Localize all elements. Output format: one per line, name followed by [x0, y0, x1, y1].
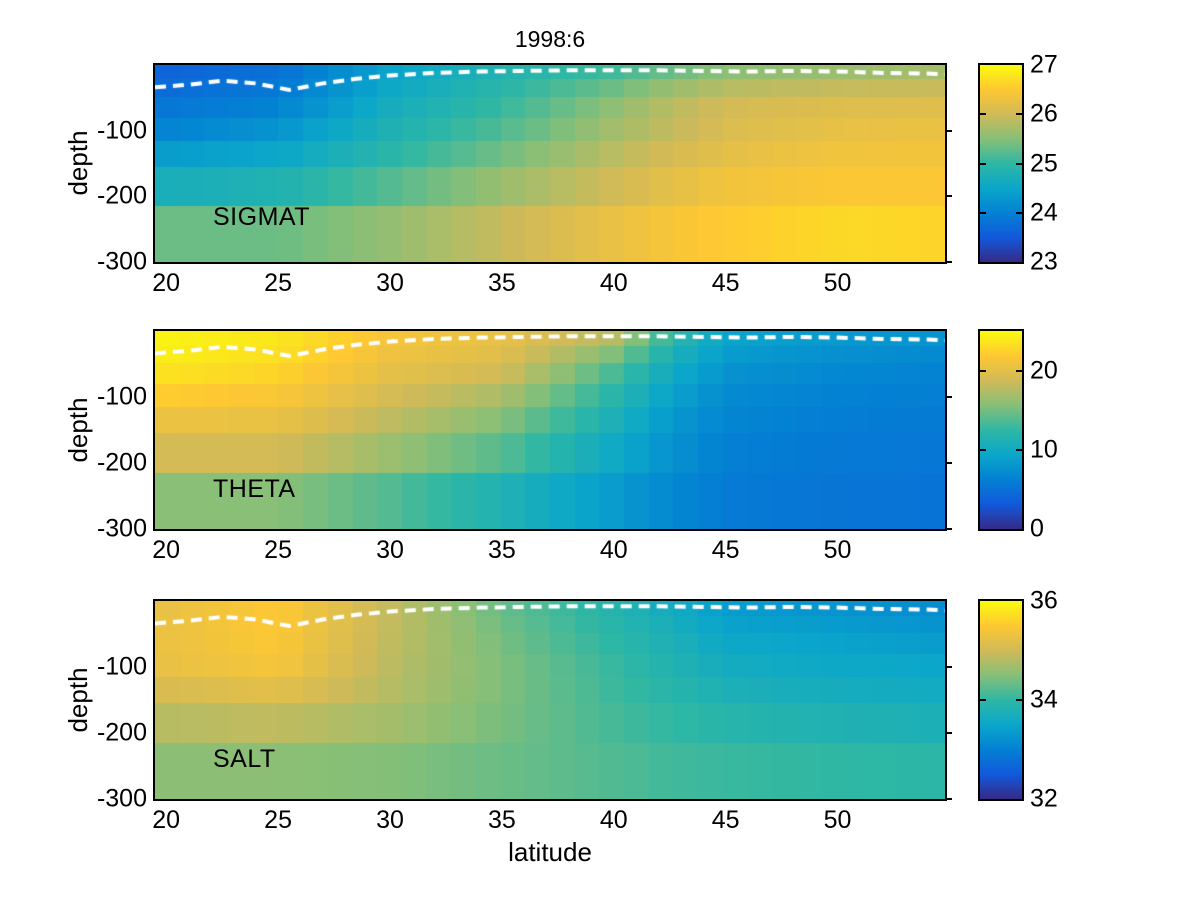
x-tick-label: 30 [376, 536, 404, 564]
colorbar-theta [978, 329, 1024, 531]
y-tick-label: -300 [96, 514, 147, 543]
colorbar-tick-label: 20 [1030, 356, 1058, 385]
panel-label-sigmat: SIGMAT [213, 203, 310, 231]
x-tick-label: 30 [376, 269, 404, 297]
colorbar-tick-mark [980, 448, 986, 451]
x-tick-label: 50 [823, 269, 852, 297]
x-tick-label: 25 [264, 269, 292, 297]
y-tick-label: -300 [96, 247, 147, 276]
xlabel-latitude: latitude [508, 837, 592, 867]
x-tick-label: 35 [487, 536, 516, 564]
y-tick-mark [947, 666, 952, 668]
x-tick-label: 20 [152, 536, 181, 564]
x-tick-label: 40 [599, 269, 628, 297]
x-tick-label: 45 [711, 536, 740, 564]
sigmat-heatmap [153, 63, 947, 264]
x-tick-label: 50 [823, 806, 852, 834]
colorbar-tick-label: 36 [1030, 586, 1058, 615]
x-tick-label: 40 [599, 536, 628, 564]
colorbar-tick-mark [1016, 211, 1022, 214]
salt-heatmap [153, 599, 947, 801]
y-tick-mark [947, 396, 952, 398]
theta-heatmap [153, 329, 947, 531]
y-tick-mark [947, 462, 952, 464]
y-tick-mark [947, 732, 952, 734]
panel-label-salt: SALT [213, 745, 276, 773]
y-tick-label: -200 [96, 448, 147, 477]
colorbar-tick-label: 27 [1030, 50, 1058, 79]
y-tick-mark [947, 261, 952, 263]
x-tick-label: 45 [711, 269, 740, 297]
colorbar-tick-label: 25 [1030, 149, 1058, 177]
y-tick-mark [947, 129, 952, 132]
colorbar-tick-label: 32 [1030, 784, 1058, 813]
panel-label-theta: THETA [213, 475, 296, 503]
y-tick-label: -200 [96, 181, 147, 210]
x-tick-label: 25 [264, 806, 292, 834]
figure-title: 1998:6 [514, 26, 586, 52]
colorbar-tick-mark [1016, 369, 1022, 372]
y-tick-label: -100 [96, 116, 147, 145]
sigmat-heatmap-canvas [155, 65, 945, 262]
x-tick-label: 20 [152, 806, 181, 834]
x-tick-label: 20 [152, 269, 181, 297]
y-tick-label: -100 [96, 382, 147, 411]
x-tick-label: 45 [711, 806, 740, 834]
colorbar-tick-mark [980, 211, 986, 214]
colorbar-tick-label: 24 [1030, 198, 1058, 227]
theta-heatmap-canvas [155, 331, 945, 529]
colorbar-tick-mark [1016, 448, 1022, 451]
colorbar-tick-mark [980, 699, 986, 701]
y-tick-mark [947, 528, 952, 530]
colorbar-tick-label: 23 [1030, 247, 1058, 276]
y-tick-mark [947, 195, 952, 198]
x-tick-label: 35 [487, 269, 516, 297]
y-tick-label: -300 [96, 784, 147, 813]
x-tick-label: 35 [487, 806, 516, 834]
colorbar-tick-mark [1016, 113, 1022, 116]
x-tick-label: 50 [823, 536, 852, 564]
colorbar-tick-label: 0 [1030, 514, 1044, 543]
x-tick-label: 25 [264, 536, 292, 564]
colorbar-tick-mark [980, 369, 986, 372]
colorbar-tick-label: 26 [1030, 99, 1058, 128]
x-tick-label: 40 [599, 806, 628, 834]
y-tick-mark [947, 798, 952, 800]
salt-heatmap-canvas [155, 601, 945, 799]
y-tick-label: -200 [96, 718, 147, 747]
colorbar-tick-mark [1016, 699, 1022, 701]
colorbar-tick-label: 34 [1030, 685, 1058, 714]
colorbar-tick-mark [1016, 162, 1022, 165]
y-tick-label: -100 [96, 652, 147, 681]
colorbar-tick-label: 10 [1030, 435, 1058, 464]
colorbar-tick-mark [980, 113, 986, 116]
colorbar-tick-mark [980, 162, 986, 165]
x-tick-label: 30 [376, 806, 404, 834]
